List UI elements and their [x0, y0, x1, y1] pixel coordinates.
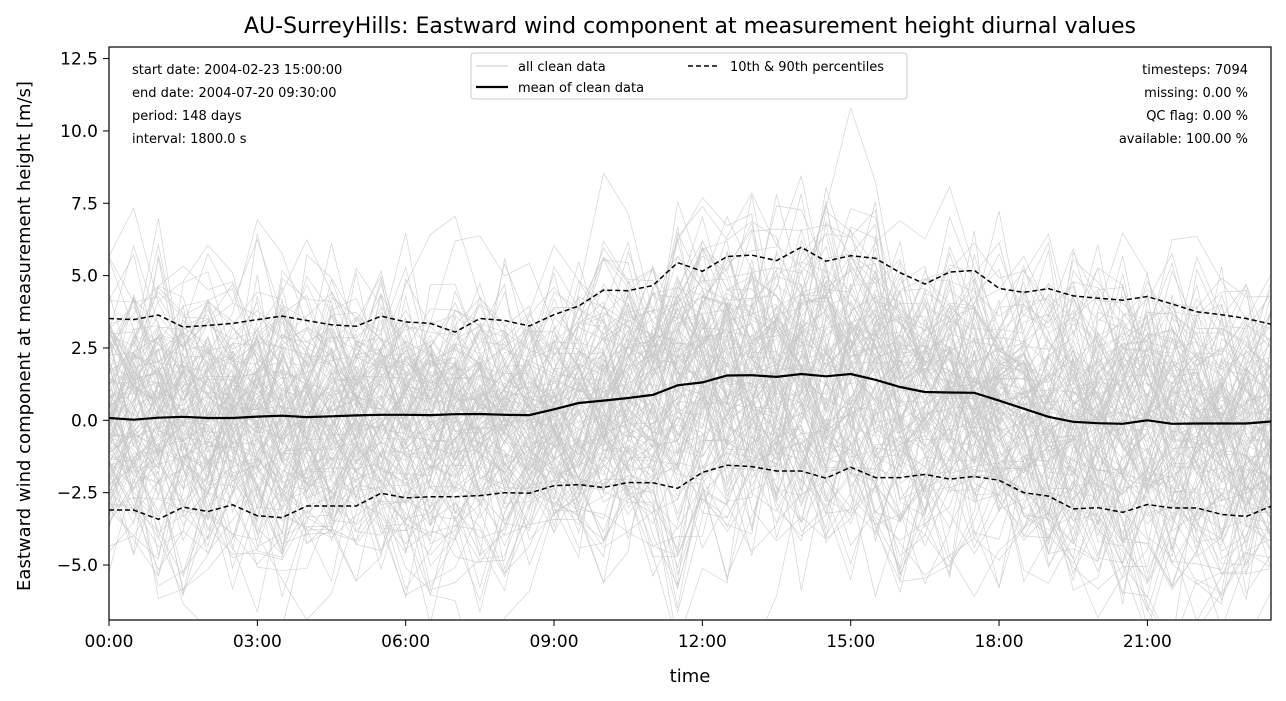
legend-box	[470, 52, 908, 100]
clean-data-trace	[109, 267, 1271, 544]
y-tick-label: 5.0	[71, 267, 98, 287]
clean-data-trace	[109, 215, 1271, 544]
x-tick-label: 18:00	[975, 632, 1024, 652]
plot-frame	[108, 46, 1272, 621]
clean-data-trace	[109, 261, 1271, 613]
clean-data-trace	[109, 185, 1271, 620]
legend-label-mean: mean of clean data	[518, 81, 644, 96]
percentile-90-line	[109, 246, 1271, 333]
x-tick-label: 09:00	[530, 632, 579, 652]
clean-data-trace	[109, 223, 1271, 620]
stat-end-date: end date: 2004-07-20 09:30:00	[132, 86, 337, 101]
y-tick-label: 7.5	[71, 194, 98, 214]
clean-data-trace	[109, 228, 1271, 596]
stat-interval: interval: 1800.0 s	[132, 132, 247, 147]
clean-data-trace	[109, 216, 1271, 574]
clean-data-trace	[109, 218, 1271, 577]
clean-data-trace	[109, 305, 1271, 591]
clean-data-trace	[109, 201, 1271, 567]
x-tick-label: 15:00	[826, 632, 875, 652]
clean-data-trace	[109, 219, 1271, 542]
clean-data-trace	[109, 240, 1271, 597]
stat-timesteps: timesteps: 7094	[1142, 63, 1248, 78]
clean-data-trace	[109, 294, 1271, 620]
stat-start-date: start date: 2004-02-23 15:00:00	[132, 63, 342, 78]
clean-data-trace	[109, 270, 1271, 604]
clean-data-trace	[109, 106, 1271, 565]
clean-data-trace	[109, 292, 1271, 537]
clean-data-trace	[109, 255, 1271, 539]
clean-data-trace	[109, 299, 1271, 574]
clean-data-trace	[109, 275, 1271, 518]
clean-data-trace	[109, 240, 1271, 491]
stat-missing: missing: 0.00 %	[1144, 86, 1248, 101]
clean-data-trace	[109, 289, 1271, 522]
stats-right: timesteps: 7094 missing: 0.00 % QC flag:…	[1119, 63, 1248, 147]
y-tick-label: 0.0	[71, 411, 98, 431]
clean-data-trace	[109, 207, 1271, 581]
percentile-10-line	[109, 464, 1271, 521]
legend: all clean data mean of clean data 10th &…	[470, 52, 908, 100]
clean-data-trace	[109, 258, 1271, 587]
clean-data-trace	[109, 293, 1271, 571]
clean-data-trace	[109, 205, 1271, 560]
x-tick-label: 06:00	[381, 632, 430, 652]
clean-data-trace	[109, 259, 1271, 542]
clean-data-trace	[109, 268, 1271, 620]
clean-data-trace	[109, 232, 1271, 614]
stats-left: start date: 2004-02-23 15:00:00 end date…	[132, 63, 342, 147]
clean-data-trace	[109, 291, 1271, 532]
clean-data-trace	[109, 293, 1271, 612]
clean-data-trace	[109, 239, 1271, 620]
clean-data-trace	[109, 244, 1271, 591]
summary-series-layer	[109, 246, 1271, 521]
clean-data-trace	[109, 320, 1271, 588]
y-tick-label: −5.0	[57, 556, 98, 576]
clean-data-trace	[109, 242, 1271, 545]
all-clean-data-lines	[109, 106, 1271, 620]
stat-available: available: 100.00 %	[1119, 132, 1248, 147]
clean-data-trace	[109, 277, 1271, 527]
clean-data-trace	[109, 238, 1271, 496]
y-tick-label: −2.5	[57, 484, 98, 504]
y-tick-label: 2.5	[71, 339, 98, 359]
y-axis-label: Eastward wind component at measurement h…	[14, 81, 35, 591]
legend-label-pct: 10th & 90th percentiles	[730, 60, 884, 75]
y-tick-label: 12.5	[60, 50, 98, 70]
x-tick-label: 03:00	[233, 632, 282, 652]
clean-data-trace	[109, 215, 1271, 620]
x-tick-label: 00:00	[85, 632, 134, 652]
clean-data-trace	[109, 278, 1271, 545]
y-tick-label: 10.0	[60, 122, 98, 142]
clean-data-trace	[109, 314, 1271, 537]
clean-data-trace	[109, 309, 1271, 585]
y-axis-ticks: −5.0 −2.5 0.0 2.5 5.0 7.5 10.0 12.5	[57, 50, 109, 576]
x-tick-label: 21:00	[1123, 632, 1172, 652]
clean-data-trace	[109, 284, 1271, 583]
clean-data-trace	[109, 310, 1271, 597]
clean-data-trace	[109, 290, 1271, 575]
clean-data-trace	[109, 301, 1271, 620]
clean-data-trace	[109, 254, 1271, 591]
clean-data-trace	[109, 274, 1271, 470]
clean-data-trace	[109, 267, 1271, 523]
clean-data-trace	[109, 210, 1271, 575]
stat-qc-flag: QC flag: 0.00 %	[1146, 109, 1248, 124]
x-axis-ticks: 00:00 03:00 06:00 09:00 12:00 15:00 18:00 21:00	[85, 620, 1172, 652]
clean-data-trace	[109, 233, 1271, 466]
chart-title: AU-SurreyHills: Eastward wind component …	[244, 14, 1136, 39]
x-axis-label: time	[670, 666, 711, 687]
clean-data-trace	[109, 245, 1271, 550]
stat-period: period: 148 days	[132, 109, 242, 124]
clean-data-trace	[109, 240, 1271, 587]
clean-data-trace	[109, 280, 1271, 601]
legend-label-all: all clean data	[518, 60, 606, 75]
clean-data-trace	[109, 316, 1271, 579]
clean-data-trace	[109, 233, 1271, 550]
x-tick-label: 12:00	[678, 632, 727, 652]
mean-line	[109, 372, 1271, 425]
